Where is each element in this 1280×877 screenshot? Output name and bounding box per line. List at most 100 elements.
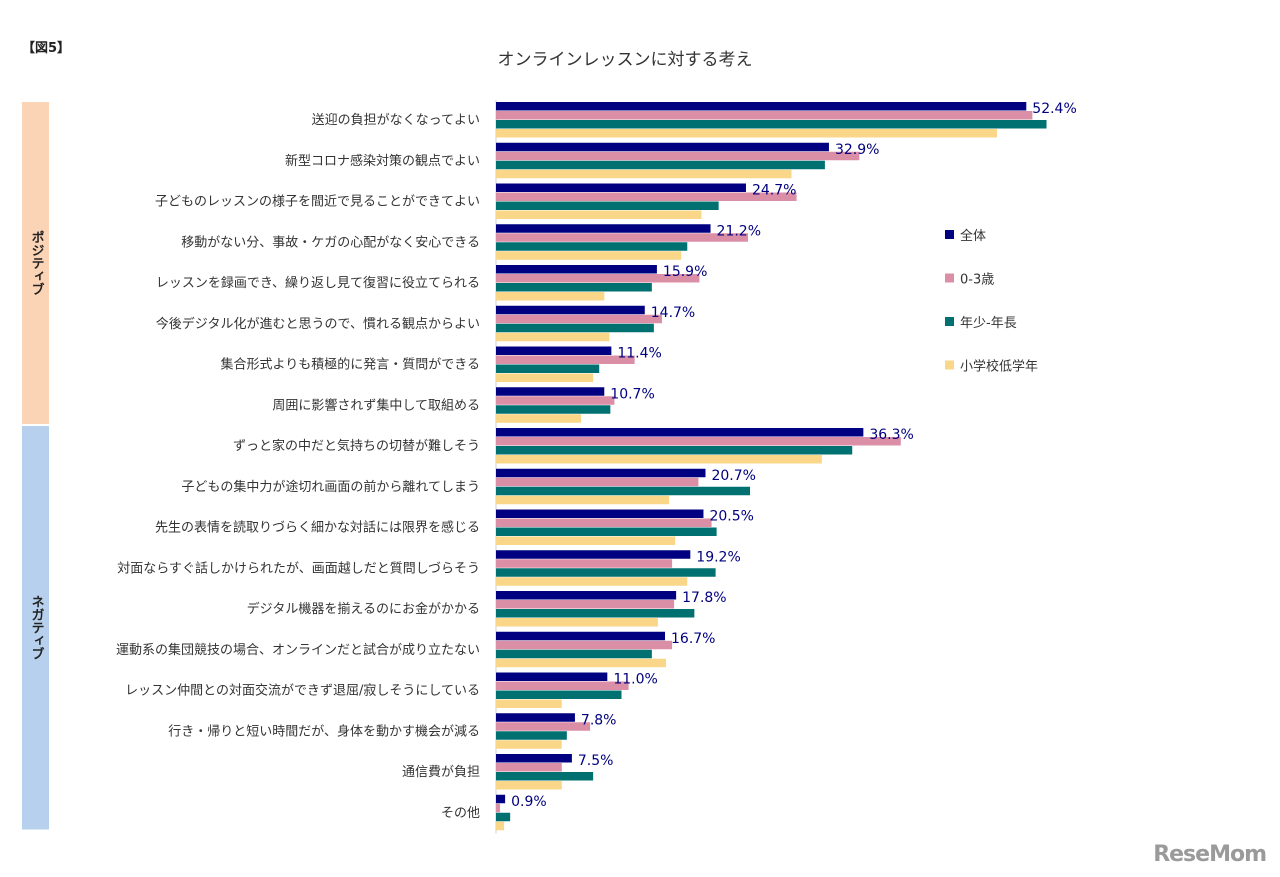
bar [496, 414, 582, 423]
bar [496, 536, 676, 545]
bar [496, 428, 864, 437]
bar [496, 396, 615, 405]
category-label: 通信費が負担 [402, 765, 480, 780]
legend-label: 年少-年長 [960, 316, 1017, 331]
bar [496, 821, 505, 831]
bar [496, 794, 506, 804]
bar [496, 201, 719, 210]
legend-swatch [945, 230, 954, 239]
bar [496, 527, 717, 536]
category-label: 今後デジタル化が進むと思うので、慣れる観点からよい [156, 316, 480, 332]
bar [496, 455, 822, 464]
bar [496, 812, 511, 822]
legend-label: 全体 [960, 228, 986, 244]
value-label: 20.5% [709, 509, 753, 525]
category-label: その他 [441, 806, 480, 821]
value-label: 14.7% [651, 305, 695, 321]
bar [496, 251, 682, 260]
value-label: 10.7% [610, 386, 654, 402]
bar [496, 373, 594, 382]
bar [496, 265, 657, 274]
bar [496, 111, 1033, 120]
bar [496, 332, 610, 342]
value-label: 19.2% [696, 549, 740, 565]
bar [496, 129, 997, 138]
bar [496, 477, 699, 487]
bar [496, 495, 670, 505]
bar [496, 631, 666, 641]
bar [496, 658, 667, 668]
bar [496, 102, 1027, 111]
group-label: ネガティブ [29, 595, 45, 660]
bar [496, 640, 673, 650]
bar [496, 437, 901, 446]
bar [496, 568, 716, 577]
bar [496, 559, 673, 568]
category-label: 運動系の集団競技の場合、オンラインだと試合が成り立たない [116, 642, 480, 658]
group-band [22, 426, 49, 830]
value-label: 24.7% [752, 183, 796, 199]
bar [496, 763, 562, 772]
value-label: 11.0% [613, 672, 657, 688]
category-label: 行き・帰りと短い時間だが、身体を動かす機会が減る [168, 723, 480, 739]
bar [496, 160, 825, 170]
bar [496, 713, 575, 722]
bar [496, 781, 562, 790]
bar [496, 224, 711, 233]
bar [496, 292, 605, 301]
bar [496, 323, 654, 333]
category-label: 集合形式よりも積極的に発言・質問ができる [221, 357, 480, 373]
bar [496, 600, 675, 609]
bar [496, 731, 567, 740]
bar [496, 242, 688, 251]
bar [496, 772, 594, 781]
category-label: 移動がない分、事故・ケガの心配がなく安心できる [181, 235, 480, 250]
bar [496, 690, 622, 699]
category-label: 子どものレッスンの様子を間近で見ることができてよい [155, 195, 480, 210]
bar [496, 151, 860, 161]
category-label: 子どもの集中力が途切れ画面の前から離れてしまう [181, 479, 480, 495]
value-label: 7.8% [581, 712, 617, 728]
bar [496, 468, 706, 478]
legend-label: 小学校低学年 [960, 359, 1038, 375]
bar [496, 446, 853, 455]
bar [496, 314, 662, 324]
bar [496, 591, 677, 600]
value-label: 17.8% [682, 590, 726, 606]
bar [496, 183, 746, 192]
chart-title: オンラインレッスンに対する考え [497, 50, 753, 70]
bar [496, 699, 562, 708]
bar [496, 355, 635, 364]
bar [496, 346, 612, 355]
bar [496, 120, 1047, 129]
bar [496, 169, 792, 179]
bar [496, 618, 658, 627]
value-label: 21.2% [717, 223, 761, 239]
bar [496, 405, 611, 414]
bar [496, 803, 501, 813]
category-label: 新型コロナ感染対策の観点でよい [285, 153, 480, 169]
bar [496, 274, 700, 283]
category-label: 送迎の負担がなくなってよい [312, 113, 480, 128]
bar [496, 192, 797, 201]
value-label: 52.4% [1032, 101, 1076, 117]
category-label: 先生の表情を読取りづらく細かな対話には限界を感じる [155, 520, 480, 536]
value-label: 32.9% [835, 142, 879, 158]
bar [496, 387, 605, 396]
bar [496, 681, 629, 690]
bar [496, 142, 829, 152]
value-label: 0.9% [511, 794, 547, 810]
category-label: ずっと家の中だと気持ちの切替が難しそう [233, 438, 480, 454]
value-label: 16.7% [671, 631, 715, 647]
bar [496, 283, 652, 292]
bar [496, 305, 645, 315]
legend-swatch [945, 273, 954, 283]
value-label: 36.3% [869, 427, 913, 443]
bar [496, 754, 572, 763]
value-label: 20.7% [711, 468, 755, 484]
value-label: 15.9% [663, 264, 707, 280]
bar [496, 486, 751, 496]
bar [496, 364, 600, 373]
